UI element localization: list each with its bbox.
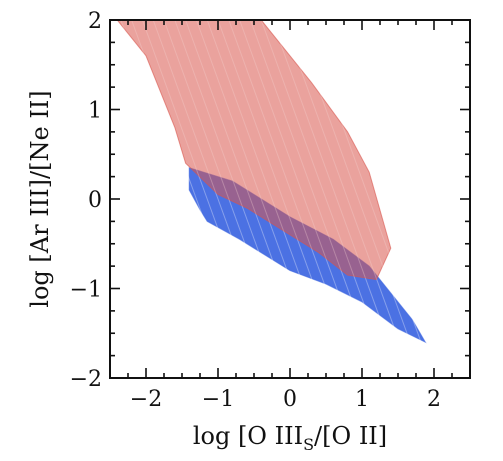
series-0-texture-line <box>411 20 470 181</box>
series-0-texture-line <box>379 20 470 271</box>
series-1-region <box>116 20 392 281</box>
x-axis-label: log [O IIIS/[O II] <box>193 422 387 454</box>
series-1-texture-line <box>422 20 470 151</box>
series-1-texture-line <box>336 20 467 378</box>
y-tick-label: 1 <box>88 99 102 124</box>
series-0-texture-line <box>325 20 457 378</box>
series-1-texture-line <box>411 20 470 181</box>
series-1-texture-line <box>249 20 381 378</box>
series-1-texture-line <box>271 20 403 378</box>
series-1-texture-line <box>239 20 370 378</box>
series-1-texture-line <box>110 227 165 378</box>
series-1-texture-line <box>110 108 208 378</box>
series-1-texture-line <box>379 20 470 271</box>
series-1-texture-line <box>120 20 251 378</box>
plot-area <box>110 20 470 378</box>
x-tick-label: −1 <box>202 387 234 412</box>
series-1-points <box>110 20 470 378</box>
series-0-texture-line <box>357 20 470 330</box>
series-1-texture-line <box>110 20 241 378</box>
series-0-texture-line <box>444 20 470 92</box>
axis-ticks <box>109 19 471 379</box>
y-tick-label: −2 <box>70 367 102 392</box>
series-1-texture-line <box>401 20 470 211</box>
series-1-texture-line <box>293 20 424 378</box>
series-1-texture-line <box>325 20 457 378</box>
series-1-texture-line <box>206 20 338 378</box>
series-1-texture-line <box>314 20 446 378</box>
series-0-texture-line <box>110 20 241 378</box>
y-tick-label: 0 <box>88 188 102 213</box>
series-0-texture-line <box>110 227 165 378</box>
series-0-texture-line <box>110 257 154 378</box>
y-axis-label: log [Ar III]/[Ne II] <box>26 90 54 307</box>
series-0-texture-line <box>110 167 187 378</box>
series-0-texture-line <box>110 108 208 378</box>
series-0-texture-line <box>401 20 470 211</box>
x-tick-label: 1 <box>355 387 369 412</box>
series-1-texture-line <box>390 20 470 241</box>
series-1-texture-line <box>433 20 470 121</box>
series-1-texture-line <box>141 20 273 378</box>
series-1-texture-line <box>163 20 295 378</box>
series-1-texture-line <box>195 20 327 378</box>
series-1-texture-line <box>131 20 262 378</box>
series-1-texture-line <box>217 20 349 378</box>
series-0-texture-line <box>390 20 470 241</box>
series-1-texture-line <box>110 137 197 378</box>
series-0-texture-line <box>347 20 470 360</box>
series-0-texture-line <box>110 48 230 378</box>
series-1-texture-line <box>444 20 470 92</box>
x-tick-label: 2 <box>427 387 441 412</box>
series-1-texture-line <box>174 20 305 378</box>
series-0-texture-line <box>433 20 470 121</box>
series-1-texture-line <box>357 20 470 330</box>
series-1-texture-line <box>303 20 435 378</box>
series-1-texture-line <box>110 257 154 378</box>
x-tick-label: −2 <box>130 387 162 412</box>
series-0-texture-line <box>336 20 467 378</box>
x-tick-label: 0 <box>283 387 297 412</box>
series-0-texture-line <box>131 20 262 378</box>
series-1-texture-line <box>260 20 392 378</box>
series-0-texture-line <box>368 20 470 300</box>
tick-labels: −2 −1 0 1 2 −2 −1 0 1 2 <box>70 9 441 412</box>
series-0-texture-line <box>120 20 251 378</box>
series-1-texture-line <box>185 20 316 378</box>
series-0-texture-line <box>422 20 470 151</box>
series-1-texture-line <box>152 20 284 378</box>
series-1-texture-line <box>110 48 230 378</box>
series-1-texture-line <box>347 20 470 360</box>
series-1-texture-line <box>110 167 187 378</box>
series-1-texture-line <box>282 20 413 378</box>
series-0-texture-line <box>314 20 446 378</box>
series-1-texture-line <box>228 20 359 378</box>
y-tick-label: 2 <box>88 9 102 34</box>
series-1-texture-line <box>368 20 470 300</box>
series-0-texture-line <box>110 137 197 378</box>
y-tick-label: −1 <box>70 278 102 303</box>
